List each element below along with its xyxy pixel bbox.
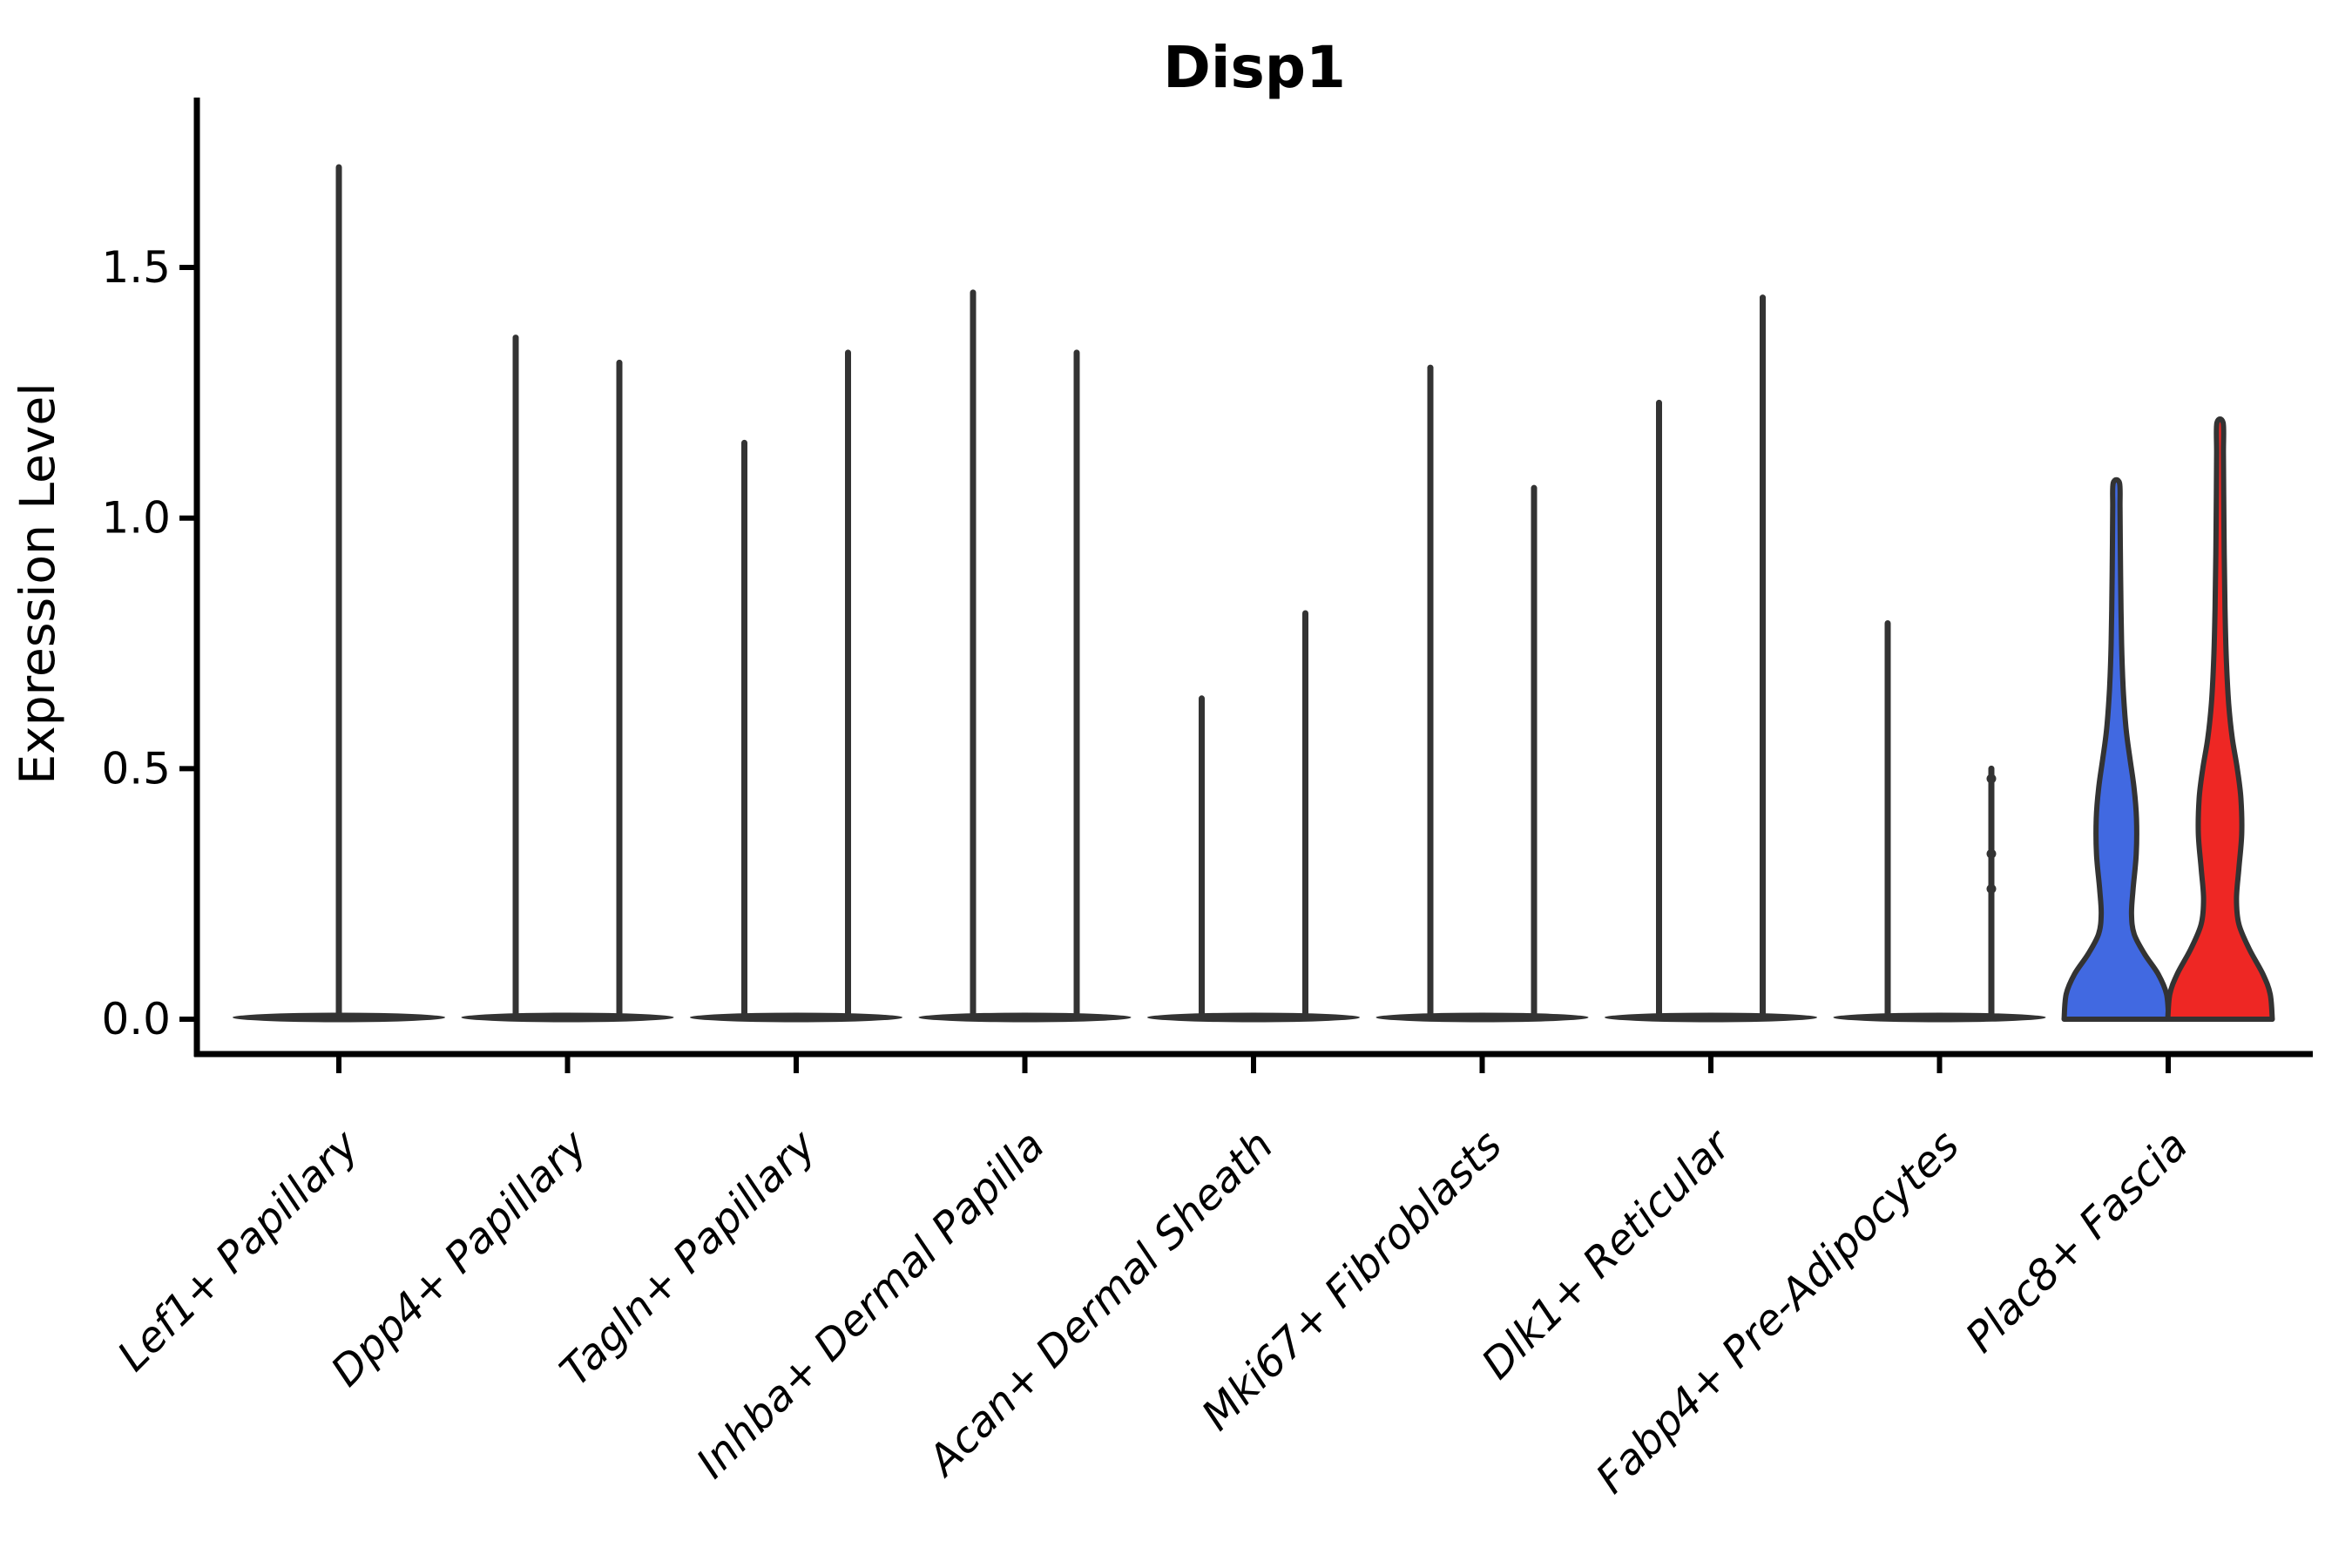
x-axis-label: Dlk1+ Reticular xyxy=(1472,1119,1742,1389)
violin-zero-mass xyxy=(461,1012,674,1023)
expression-point xyxy=(1986,774,1997,784)
y-tick-label: 1.5 xyxy=(101,242,171,293)
x-axis-label: Lef1+ Papillary xyxy=(108,1120,368,1381)
y-tick-label: 1.0 xyxy=(101,493,171,544)
violin-series xyxy=(233,164,2275,1023)
x-axis-label: Tagln+ Papillary xyxy=(551,1120,826,1396)
violin-zero-mass xyxy=(690,1012,902,1023)
expression-point xyxy=(1986,883,1997,894)
violin-zero-mass xyxy=(1833,1012,2046,1023)
violin-zero-mass xyxy=(1605,1012,1817,1023)
x-axis-label: Dpp4+ Papillary xyxy=(321,1120,597,1396)
violin-filled-blue xyxy=(2061,476,2172,1022)
chart-title: Disp1 xyxy=(1163,34,1346,101)
violin-zero-mass xyxy=(1147,1012,1360,1023)
violin-zero-mass xyxy=(1375,1012,1589,1023)
x-axis-label: Plac8+ Fascia xyxy=(1957,1121,2198,1362)
y-tick-label: 0.5 xyxy=(101,743,171,794)
violin-zero-mass xyxy=(918,1012,1132,1023)
violin-filled-red xyxy=(2165,416,2275,1022)
expression-point xyxy=(1986,848,1997,859)
y-axis-label: Expression Level xyxy=(10,382,65,784)
x-axis-label: Fabp4+ Pre-Adipocytes xyxy=(1586,1121,1969,1504)
y-axis: 0.0 0.5 1.0 1.5 xyxy=(101,242,197,1044)
y-tick-label: 0.0 xyxy=(101,994,171,1044)
